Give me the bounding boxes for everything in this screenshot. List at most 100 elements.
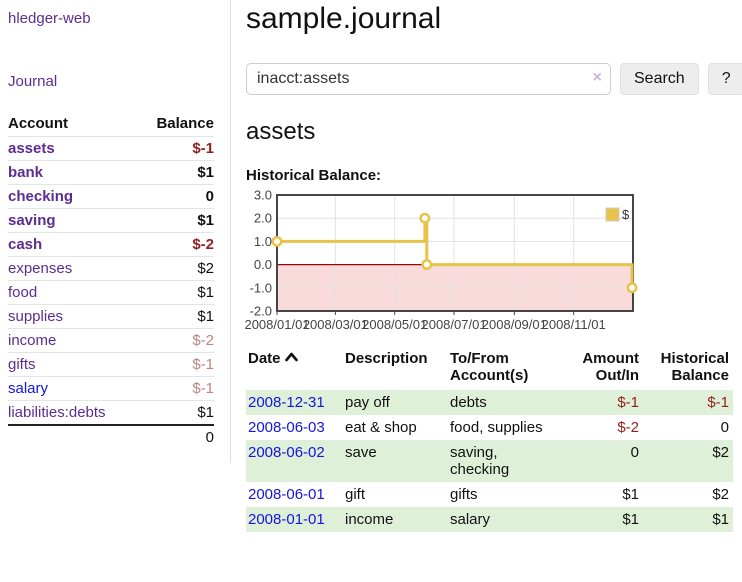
transaction-accounts: food, supplies: [450, 419, 543, 436]
accounts-table: Account Balance assets $-1 bank $1 checking 0…: [8, 112, 214, 449]
transaction-description: pay off: [345, 394, 390, 411]
transaction-description: gift: [345, 486, 366, 503]
account-link[interactable]: income: [8, 332, 57, 349]
brand: hledger-web: [8, 10, 214, 27]
journal-nav: Journal: [8, 73, 214, 90]
account-link[interactable]: supplies: [8, 308, 64, 325]
search-button[interactable]: Search: [620, 63, 699, 95]
account-balance: $1: [137, 280, 214, 305]
account-balance: $-1: [137, 136, 214, 161]
account-link[interactable]: cash: [8, 236, 43, 253]
balance-column-header-register: Historical Balance: [660, 350, 729, 384]
data-point-marker: [271, 235, 283, 247]
account-link[interactable]: liabilities:debts: [8, 404, 106, 421]
transaction-date-link[interactable]: 2008-06-03: [248, 419, 325, 436]
account-balance: $1: [137, 400, 214, 425]
account-column-header: Account: [8, 115, 68, 132]
chart-title: Historical Balance:: [246, 167, 382, 184]
sidebar: hledger-web Journal Account Balance asse…: [0, 0, 231, 463]
account-balance: 0: [137, 184, 214, 209]
register-header-row: Date Description To/From Account(s) Amou…: [246, 348, 733, 390]
transaction-accounts: debts: [450, 394, 487, 411]
transaction-balance: $2: [712, 486, 729, 503]
transaction-amount: 0: [630, 444, 639, 461]
transaction-amount: $-2: [617, 419, 639, 436]
transaction-description: income: [345, 511, 394, 528]
data-point-marker: [419, 212, 431, 224]
account-link[interactable]: assets: [8, 140, 55, 157]
brand-link[interactable]: hledger-web: [8, 10, 91, 27]
account-row: food $1: [8, 280, 214, 305]
legend-label: $: [622, 207, 630, 222]
transaction-description: eat & shop: [345, 419, 417, 436]
transaction-description: save: [345, 444, 377, 461]
account-row: income $-2: [8, 328, 214, 353]
account-link[interactable]: bank: [8, 164, 44, 181]
x-tick-label: 2008/11/01: [542, 317, 606, 332]
balance-column-header: Balance: [156, 115, 214, 132]
transaction-balance: $1: [712, 511, 729, 528]
transaction-date-link[interactable]: 2008-06-02: [248, 444, 325, 461]
search-field-wrap: ×: [246, 63, 611, 95]
y-tick-label: 0.0: [254, 257, 272, 272]
account-row: assets $-1: [8, 136, 214, 161]
account-row: supplies $1: [8, 304, 214, 329]
y-tick-label: 2.0: [254, 211, 272, 226]
register-row: 2008-01-01 income salary $1 $1: [246, 507, 733, 532]
x-tick-label: 2008/05/01: [362, 317, 427, 332]
account-heading: assets: [246, 118, 316, 145]
transaction-date-link[interactable]: 2008-12-31: [248, 394, 325, 411]
account-balance: $1: [137, 208, 214, 233]
account-row: cash $-2: [8, 232, 214, 257]
register-table: Date Description To/From Account(s) Amou…: [246, 348, 733, 532]
transaction-date-link[interactable]: 2008-01-01: [248, 511, 325, 528]
account-balance: $2: [137, 256, 214, 281]
account-link[interactable]: salary: [8, 380, 49, 397]
transaction-accounts: gifts: [450, 486, 478, 503]
account-balance: $-2: [137, 328, 214, 353]
accounts-total-row: 0: [8, 424, 214, 449]
account-link[interactable]: saving: [8, 212, 56, 229]
account-row: checking 0: [8, 184, 214, 209]
app-layout: hledger-web Journal Account Balance asse…: [0, 0, 742, 532]
account-link[interactable]: gifts: [8, 356, 36, 373]
register-row: 2008-06-01 gift gifts $1 $2: [246, 482, 733, 507]
transaction-balance: $-1: [707, 394, 729, 411]
account-balance: $-1: [137, 376, 214, 401]
account-row: expenses $2: [8, 256, 214, 281]
date-column-header[interactable]: Date: [246, 348, 343, 390]
account-link[interactable]: food: [8, 284, 38, 301]
account-row: gifts $-1: [8, 352, 214, 377]
account-row: salary $-1: [8, 376, 214, 401]
y-tick-label: -2.0: [250, 304, 272, 319]
y-tick-label: 1.0: [254, 234, 272, 249]
accounts-header-row: Account Balance: [8, 112, 214, 137]
account-link[interactable]: expenses: [8, 260, 73, 277]
account-row: bank $1: [8, 160, 214, 185]
search-input[interactable]: [246, 63, 611, 95]
description-column-header: Description: [345, 350, 428, 367]
historical-balance-chart: 3.0 2.0 1.0 0.0 -1.0 -2.02008/01/012008/03/01…: [244, 188, 638, 332]
transaction-accounts: salary: [450, 511, 491, 528]
y-tick-label: -1.0: [250, 280, 272, 295]
transaction-date-link[interactable]: 2008-06-01: [248, 486, 325, 503]
accounts-total-value: 0: [137, 424, 214, 449]
account-balance: $1: [137, 304, 214, 329]
account-link[interactable]: checking: [8, 188, 74, 205]
account-balance: $-1: [137, 352, 214, 377]
search-row: × Search ?: [246, 63, 742, 95]
transaction-accounts: saving, checking: [450, 444, 510, 478]
journal-link[interactable]: Journal: [8, 73, 58, 90]
clear-search-icon[interactable]: ×: [592, 69, 602, 86]
x-tick-label: 2008/03/01: [303, 317, 368, 332]
data-point-marker: [626, 282, 638, 294]
register-row: 2008-12-31 pay off debts $-1 $-1: [246, 390, 733, 415]
help-button[interactable]: ?: [707, 63, 742, 95]
account-row: saving $1: [8, 208, 214, 233]
amount-column-header: Amount Out/In: [582, 350, 639, 384]
register-row: 2008-06-03 eat & shop food, supplies $-2 0: [246, 415, 733, 440]
register-row: 2008-06-02 save saving, checking 0 $2: [246, 440, 733, 482]
account-balance: $-2: [137, 232, 214, 257]
transaction-balance: 0: [720, 419, 729, 436]
plot-border: [276, 194, 634, 312]
